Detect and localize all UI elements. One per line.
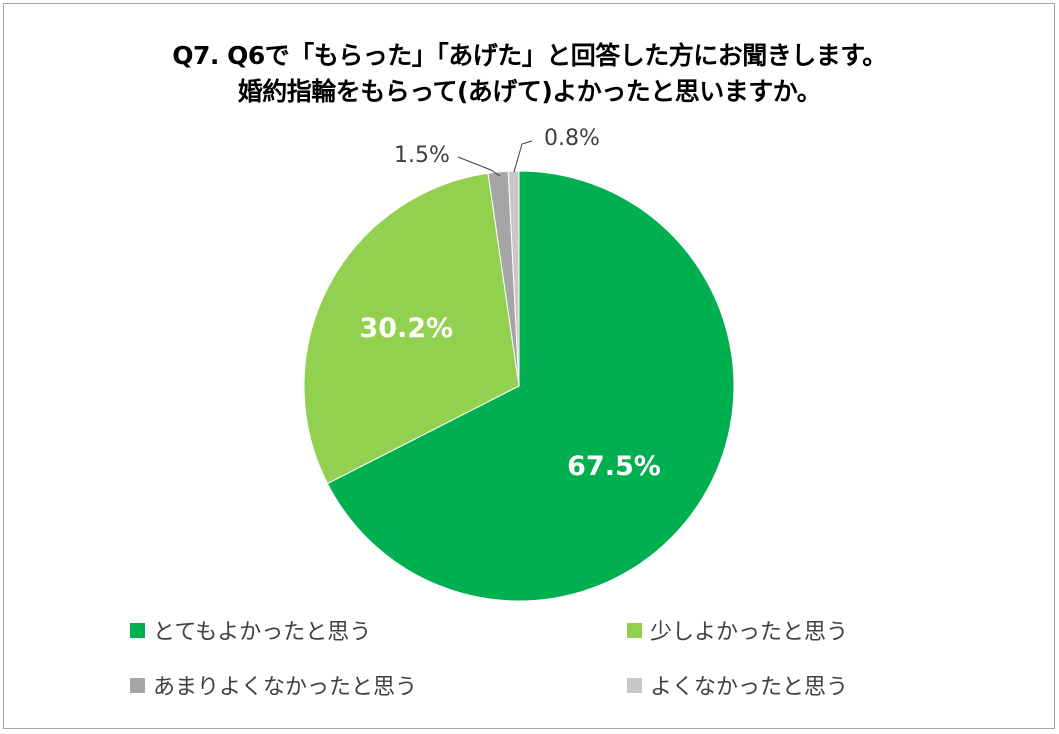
data-label-1: 30.2% — [359, 313, 453, 344]
legend-label-0: とてもよかったと思う — [153, 620, 372, 645]
chart-title-line-1: Q7. Q6で「もらった」「あげた」と回答した方にお聞きします。 — [172, 41, 887, 70]
legend-item-1: 少しよかったと思う — [627, 614, 848, 646]
legend-swatch-0 — [130, 622, 145, 638]
data-label-3: 0.8% — [544, 126, 600, 151]
legend-swatch-2 — [130, 677, 145, 693]
legend-item-0: とてもよかったと思う — [130, 614, 371, 646]
chart-title: Q7. Q6で「もらった」「あげた」と回答した方にお聞きします。 婚約指輪をもら… — [0, 38, 1059, 110]
pie-slice-0 — [326, 170, 735, 602]
legend-swatch-1 — [627, 622, 642, 638]
legend-item-3: よくなかったと思う — [627, 669, 848, 701]
legend-label-3: よくなかったと思う — [650, 675, 849, 700]
pie-slice-3 — [507, 170, 520, 387]
legend-label-2: あまりよくなかったと思う — [153, 675, 418, 700]
chart-title-line-2: 婚約指輪をもらって(あげて)よかったと思いますか。 — [237, 77, 822, 106]
data-label-2: 1.5% — [394, 143, 450, 168]
leader-line-2 — [457, 156, 501, 177]
legend-label-1: 少しよかったと思う — [650, 620, 849, 645]
legend-swatch-3 — [627, 677, 642, 693]
leader-line-3 — [513, 140, 533, 173]
legend-item-2: あまりよくなかったと思う — [130, 669, 417, 701]
data-label-0: 67.5% — [567, 451, 661, 482]
pie-slice-1 — [303, 172, 520, 485]
